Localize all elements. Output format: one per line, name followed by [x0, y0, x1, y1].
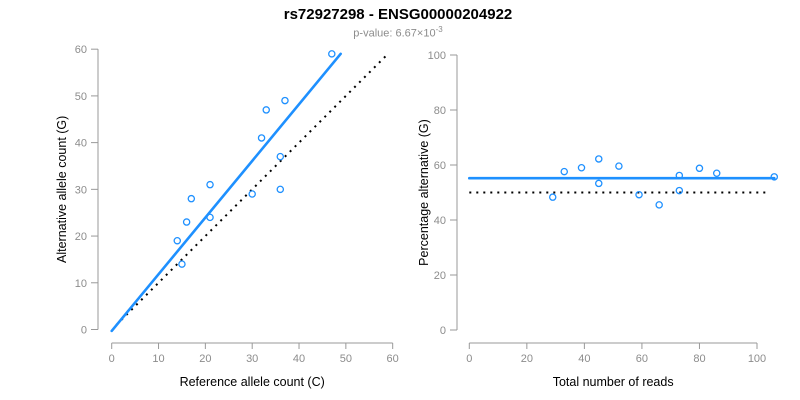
y-tick-label: 80 [434, 105, 446, 117]
data-point [712, 169, 721, 177]
x-tick-label: 60 [636, 353, 648, 365]
y-tick-label: 40 [75, 138, 87, 150]
data-point [695, 164, 704, 173]
data-point [770, 173, 779, 181]
data-point [281, 96, 289, 105]
data-point [595, 155, 603, 163]
data-point [560, 167, 568, 176]
y-tick-label: 60 [434, 160, 446, 172]
percentage-alternative-plot: 0 20 40 60 80 100 0 20 40 60 80 100 Total number of … [417, 50, 779, 389]
pvalue-exponent: -3 [435, 25, 443, 34]
x-axis-title: Reference allele count (C) [180, 375, 325, 389]
fit-line [110, 52, 342, 333]
data-point [635, 190, 643, 199]
data-point [178, 260, 186, 268]
y-tick-label: 60 [75, 44, 87, 56]
data-point [262, 106, 270, 114]
data-point [248, 190, 256, 198]
x-tick-label: 0 [109, 353, 115, 365]
data-point [276, 152, 285, 161]
y-tick-label: 10 [75, 278, 87, 290]
pvalue-text: p-value: 6.67×10 [353, 27, 436, 40]
x-tick-label: 10 [152, 353, 164, 365]
data-point [187, 194, 196, 203]
data-point [675, 171, 684, 180]
x-tick-label: 80 [693, 353, 705, 365]
data-point [655, 201, 663, 209]
figure-title: rs72927298 - ENSG00000204922 [283, 6, 513, 23]
allele-counts-plot: 0 10 20 30 40 50 60 0 10 20 30 40 50 60 Reference alle… [55, 44, 399, 389]
x-tick-label: 50 [340, 353, 352, 365]
x-tick-label: 40 [578, 353, 590, 365]
data-point [615, 162, 623, 170]
data-point [675, 186, 684, 195]
data-point [276, 185, 285, 194]
y-tick-label: 20 [434, 270, 446, 282]
y-tick-label: 20 [75, 231, 87, 243]
x-tick-label: 40 [293, 353, 305, 365]
figure-subtitle: p-value: 6.67×10-3 [0, 25, 796, 40]
data-point [595, 179, 603, 188]
data-point [173, 236, 182, 245]
reference-line [115, 53, 389, 326]
y-tick-label: 100 [428, 50, 446, 62]
x-tick-label: 60 [387, 353, 399, 365]
y-tick-label: 30 [75, 184, 87, 196]
data-point [328, 50, 336, 58]
y-tick-label: 50 [75, 91, 87, 103]
y-axis-title: Alternative allele count (G) [55, 116, 69, 263]
y-axis-title: Percentage alternative (G) [417, 119, 431, 266]
x-tick-label: 100 [748, 353, 766, 365]
data-point [206, 213, 214, 222]
x-tick-label: 20 [521, 353, 533, 365]
data-point [577, 163, 586, 172]
x-axis-title: Total number of reads [553, 375, 674, 389]
data-point [182, 218, 191, 226]
data-point [548, 193, 557, 201]
y-tick-label: 0 [440, 325, 446, 337]
data-point [257, 134, 266, 142]
x-tick-label: 0 [466, 353, 472, 365]
x-tick-label: 30 [246, 353, 258, 365]
data-point [206, 180, 214, 189]
y-tick-label: 0 [81, 325, 87, 337]
y-tick-label: 40 [434, 215, 446, 227]
x-tick-label: 20 [199, 353, 211, 365]
